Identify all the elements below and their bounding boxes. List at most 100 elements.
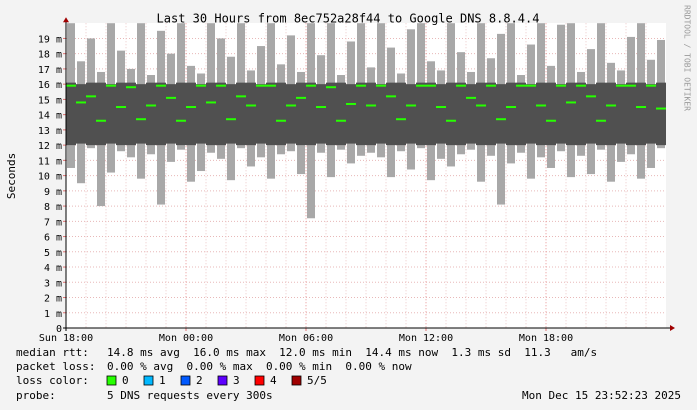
median [576,84,586,87]
legend-swatch [106,375,117,386]
smoke-inner [636,82,646,146]
smoke-inner [176,82,186,146]
smoke-inner [486,82,496,146]
smoke-inner [446,82,456,146]
smoke-inner [326,82,336,146]
smoke-inner [116,82,126,146]
y-axis-arrow [63,17,69,23]
legend-label: probe: [16,389,56,402]
median [156,84,166,87]
y-tick-label: 16 m [38,80,62,91]
median [166,96,176,99]
legend-item-label: 5/5 [307,374,327,387]
smoke-inner [336,82,346,146]
smoke-inner [76,84,86,144]
y-tick-label: 14 m [38,111,62,122]
median [76,101,86,104]
legend-item-label: 2 [196,374,203,387]
x-tick-label: Mon 12:00 [399,333,453,344]
median [236,95,246,98]
smoke-inner [466,84,476,144]
y-tick-label: 4 m [44,263,62,274]
median [456,84,466,87]
smoke-inner [376,84,386,144]
y-tick-label: 1 m [44,309,62,320]
smoke-inner [436,84,446,144]
smoke-inner [646,84,656,144]
y-tick-label: 11 m [38,156,62,167]
median [276,119,286,122]
median [656,107,666,110]
smoke-inner [476,82,486,146]
smoke-inner [616,84,626,144]
smoke-inner [536,82,546,146]
smoke-inner [416,82,426,146]
median [406,104,416,107]
median [516,84,526,87]
median [136,118,146,121]
median [646,84,656,87]
smoke-inner [186,82,196,146]
legend-label: loss color: [16,374,89,387]
smoke-inner [596,82,606,146]
y-axis-label: Seconds [5,153,18,199]
median [306,84,316,87]
legend-swatch [291,375,302,386]
x-tick-label: Mon 18:00 [519,333,573,344]
x-tick-label: Sun 18:00 [39,333,93,344]
median [356,84,366,87]
median [526,84,536,87]
median [196,84,206,87]
median [266,84,276,87]
smoke-inner [196,84,206,144]
median [106,84,116,87]
smoke-inner [516,82,526,146]
median [426,84,436,87]
smoke-inner [216,82,226,146]
side-label: RRDTOOL / TOBI OETIKER [683,5,692,111]
smoke-inner [506,82,516,146]
smoke-inner [586,84,596,144]
legend-text: 5 DNS requests every 300s [107,389,273,402]
median [596,119,606,122]
median [86,95,96,98]
median [556,84,566,87]
smoke-inner [426,82,436,146]
legend-swatch [254,375,265,386]
smoke-inner [286,84,296,144]
smoke-inner [606,82,616,146]
median [376,84,386,87]
y-tick-label: 0 [56,324,62,335]
median [216,84,226,87]
y-tick-label: 3 m [44,278,62,289]
legend-text: 0.00 % avg 0.00 % max 0.00 % min 0.00 % … [107,360,412,373]
smoke-inner [546,82,556,146]
legend-swatch [217,375,228,386]
y-tick-label: 15 m [38,95,62,106]
median [226,118,236,121]
smoke-inner [206,82,216,146]
y-tick-label: 17 m [38,65,62,76]
y-tick-label: 19 m [38,34,62,45]
median [176,119,186,122]
median [606,104,616,107]
median [296,96,306,99]
smoke-inner [396,82,406,146]
x-tick-label: Mon 00:00 [159,333,213,344]
legend-text: 14.8 ms avg 16.0 ms max 12.0 ms min 14.4… [107,346,597,359]
y-tick-label: 8 m [44,202,62,213]
median [536,104,546,107]
smoke-inner [566,82,576,146]
median [96,119,106,122]
legend-item-label: 0 [122,374,129,387]
smoke-inner [126,82,136,146]
median [636,106,646,109]
median [436,106,446,109]
smoke-inner [246,82,256,146]
median [336,119,346,122]
smoke-inner [156,82,166,146]
legend-swatch [143,375,154,386]
smoke-inner [456,82,466,146]
smoke-inner [106,84,116,144]
smoke-inner [306,82,316,146]
